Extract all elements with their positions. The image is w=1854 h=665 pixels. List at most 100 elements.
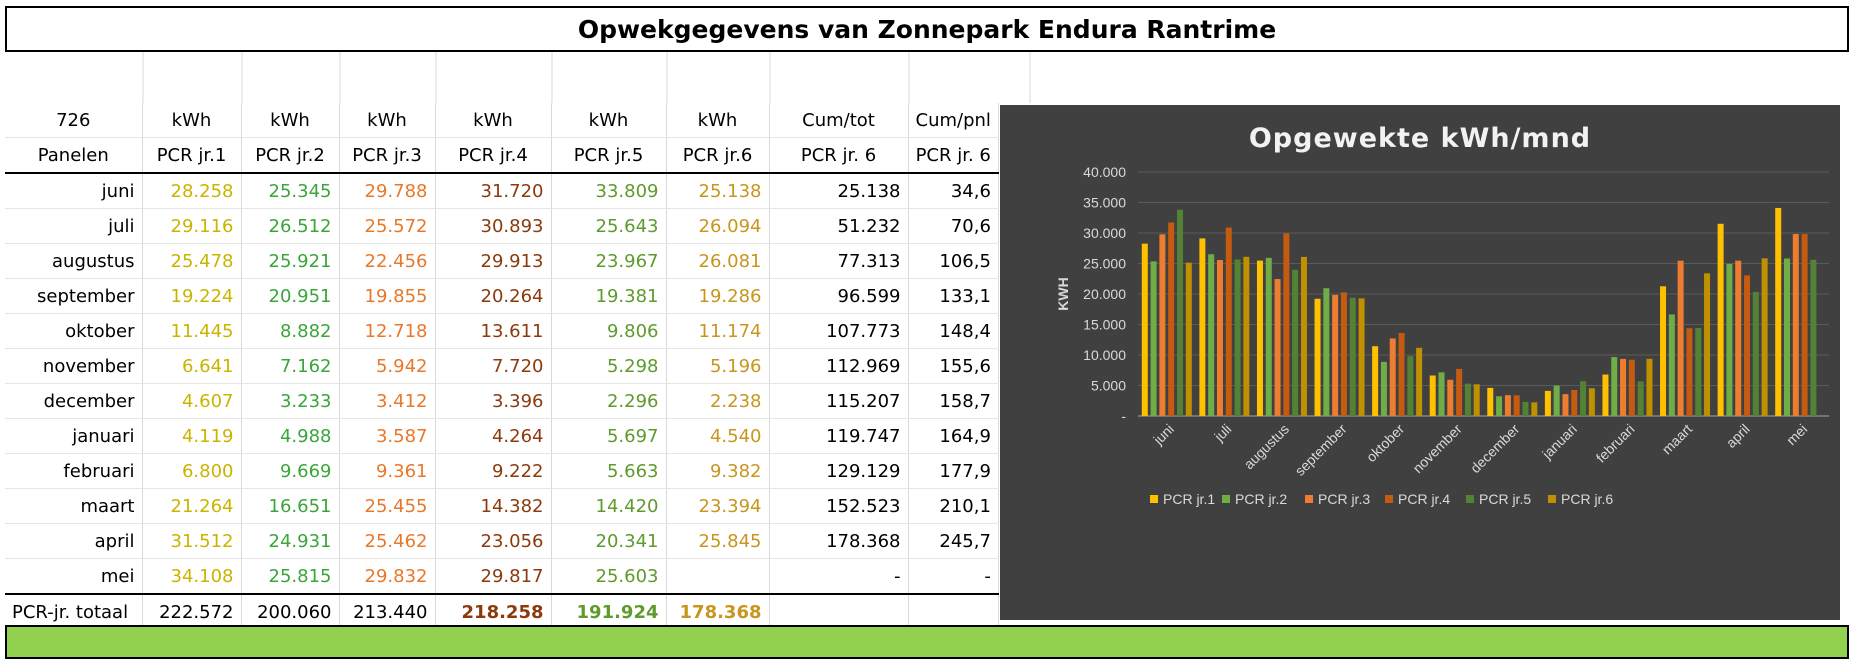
- value-cell[interactable]: 152.523: [769, 488, 909, 524]
- value-cell[interactable]: 9.806: [551, 313, 667, 349]
- month-cell[interactable]: december: [5, 383, 143, 419]
- header-cell[interactable]: kWh: [551, 103, 667, 138]
- header-cell[interactable]: kWh: [339, 103, 436, 138]
- value-cell[interactable]: 115.207: [769, 383, 909, 419]
- value-cell[interactable]: -: [769, 558, 909, 595]
- value-cell[interactable]: 25.478: [142, 243, 242, 279]
- value-cell[interactable]: 29.817: [435, 558, 552, 595]
- value-cell[interactable]: 245,7: [908, 523, 999, 559]
- value-cell[interactable]: 5.697: [551, 418, 667, 454]
- value-cell[interactable]: 5.663: [551, 453, 667, 489]
- value-cell[interactable]: 29.832: [339, 558, 436, 595]
- value-cell[interactable]: 7.162: [241, 348, 340, 384]
- value-cell[interactable]: 25.572: [339, 208, 436, 244]
- value-cell[interactable]: 25.345: [241, 173, 340, 209]
- value-cell[interactable]: 5.942: [339, 348, 436, 384]
- value-cell[interactable]: 25.603: [551, 558, 667, 595]
- total-cell[interactable]: 191.924: [551, 593, 667, 629]
- value-cell[interactable]: 4.540: [666, 418, 770, 454]
- value-cell[interactable]: 7.720: [435, 348, 552, 384]
- value-cell[interactable]: 5.196: [666, 348, 770, 384]
- header-cell[interactable]: kWh: [142, 103, 242, 138]
- total-label[interactable]: PCR-jr. totaal: [5, 593, 143, 629]
- value-cell[interactable]: 23.056: [435, 523, 552, 559]
- value-cell[interactable]: 3.396: [435, 383, 552, 419]
- header-cell[interactable]: Cum/pnl: [908, 103, 999, 138]
- value-cell[interactable]: 158,7: [908, 383, 999, 419]
- month-cell[interactable]: januari: [5, 418, 143, 454]
- month-cell[interactable]: juli: [5, 208, 143, 244]
- value-cell[interactable]: 177,9: [908, 453, 999, 489]
- value-cell[interactable]: 11.445: [142, 313, 242, 349]
- value-cell[interactable]: 25.845: [666, 523, 770, 559]
- value-cell[interactable]: 23.967: [551, 243, 667, 279]
- value-cell[interactable]: 2.296: [551, 383, 667, 419]
- value-cell[interactable]: 29.116: [142, 208, 242, 244]
- header-cell[interactable]: kWh: [666, 103, 770, 138]
- value-cell[interactable]: 16.651: [241, 488, 340, 524]
- chart-area[interactable]: Opgewekte kWh/mnd - 5.000 10.000 15.000 20.0…: [1000, 105, 1840, 620]
- header-cell[interactable]: kWh: [435, 103, 552, 138]
- value-cell[interactable]: 6.641: [142, 348, 242, 384]
- value-cell[interactable]: 70,6: [908, 208, 999, 244]
- value-cell[interactable]: 9.222: [435, 453, 552, 489]
- value-cell[interactable]: 25.815: [241, 558, 340, 595]
- month-cell[interactable]: mei: [5, 558, 143, 595]
- header-cell[interactable]: Cum/tot: [769, 103, 909, 138]
- total-cell[interactable]: 178.368: [666, 593, 770, 629]
- value-cell[interactable]: 19.286: [666, 278, 770, 314]
- value-cell[interactable]: 96.599: [769, 278, 909, 314]
- month-cell[interactable]: februari: [5, 453, 143, 489]
- value-cell[interactable]: 22.456: [339, 243, 436, 279]
- value-cell[interactable]: 164,9: [908, 418, 999, 454]
- value-cell[interactable]: 3.587: [339, 418, 436, 454]
- value-cell[interactable]: 34,6: [908, 173, 999, 209]
- value-cell[interactable]: 19.224: [142, 278, 242, 314]
- value-cell[interactable]: 178.368: [769, 523, 909, 559]
- value-cell[interactable]: 34.108: [142, 558, 242, 595]
- value-cell[interactable]: 14.420: [551, 488, 667, 524]
- total-cell[interactable]: 200.060: [241, 593, 340, 629]
- value-cell[interactable]: 31.512: [142, 523, 242, 559]
- value-cell[interactable]: 9.361: [339, 453, 436, 489]
- total-cell[interactable]: 222.572: [142, 593, 242, 629]
- value-cell[interactable]: 112.969: [769, 348, 909, 384]
- value-cell[interactable]: 3.233: [241, 383, 340, 419]
- header-cell[interactable]: PCR jr.5: [551, 137, 667, 174]
- empty-cell[interactable]: [769, 593, 909, 629]
- total-cell[interactable]: 218.258: [435, 593, 552, 629]
- month-cell[interactable]: september: [5, 278, 143, 314]
- value-cell[interactable]: 23.394: [666, 488, 770, 524]
- month-cell[interactable]: maart: [5, 488, 143, 524]
- header-cell[interactable]: PCR jr.1: [142, 137, 242, 174]
- value-cell[interactable]: 11.174: [666, 313, 770, 349]
- value-cell[interactable]: 8.882: [241, 313, 340, 349]
- value-cell[interactable]: 29.913: [435, 243, 552, 279]
- header-cell[interactable]: PCR jr.3: [339, 137, 436, 174]
- value-cell[interactable]: 19.855: [339, 278, 436, 314]
- month-cell[interactable]: juni: [5, 173, 143, 209]
- value-cell[interactable]: 210,1: [908, 488, 999, 524]
- value-cell[interactable]: 51.232: [769, 208, 909, 244]
- value-cell[interactable]: 26.094: [666, 208, 770, 244]
- value-cell[interactable]: 9.669: [241, 453, 340, 489]
- value-cell[interactable]: [666, 558, 770, 595]
- month-cell[interactable]: april: [5, 523, 143, 559]
- value-cell[interactable]: 20.341: [551, 523, 667, 559]
- value-cell[interactable]: 25.462: [339, 523, 436, 559]
- value-cell[interactable]: 133,1: [908, 278, 999, 314]
- value-cell[interactable]: 12.718: [339, 313, 436, 349]
- value-cell[interactable]: 25.921: [241, 243, 340, 279]
- value-cell[interactable]: 28.258: [142, 173, 242, 209]
- value-cell[interactable]: 20.264: [435, 278, 552, 314]
- header-cell[interactable]: PCR jr. 6: [908, 137, 999, 174]
- header-cell[interactable]: PCR jr.2: [241, 137, 340, 174]
- header-cell[interactable]: PCR jr. 6: [769, 137, 909, 174]
- value-cell[interactable]: 26.512: [241, 208, 340, 244]
- value-cell[interactable]: 6.800: [142, 453, 242, 489]
- value-cell[interactable]: 29.788: [339, 173, 436, 209]
- value-cell[interactable]: 21.264: [142, 488, 242, 524]
- value-cell[interactable]: 9.382: [666, 453, 770, 489]
- total-cell[interactable]: 213.440: [339, 593, 436, 629]
- header-cell[interactable]: kWh: [241, 103, 340, 138]
